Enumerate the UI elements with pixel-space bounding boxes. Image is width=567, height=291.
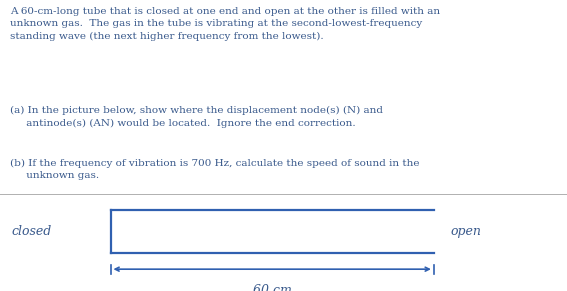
Text: A 60-cm-long tube that is closed at one end and open at the other is filled with: A 60-cm-long tube that is closed at one …: [10, 7, 441, 41]
Text: (b) If the frequency of vibration is 700 Hz, calculate the speed of sound in the: (b) If the frequency of vibration is 700…: [10, 159, 420, 180]
Text: closed: closed: [11, 225, 52, 238]
Text: (a) In the picture below, show where the displacement node(s) (N) and
     antin: (a) In the picture below, show where the…: [10, 106, 383, 128]
Text: open: open: [451, 225, 481, 238]
Text: 60 cm: 60 cm: [253, 284, 291, 291]
